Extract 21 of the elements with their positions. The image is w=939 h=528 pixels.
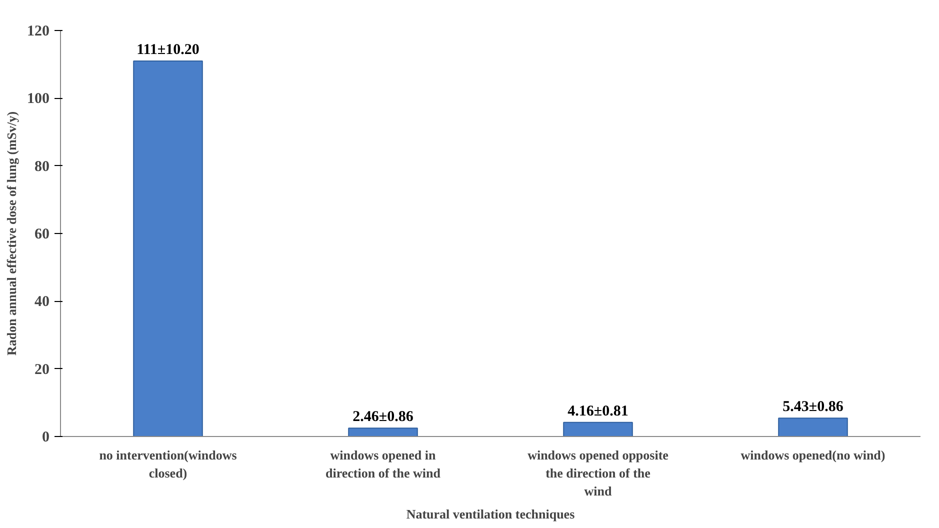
data-label: 5.43±0.86 [782, 399, 844, 416]
x-axis-title: Natural ventilation techniques [406, 506, 575, 522]
bar [778, 418, 848, 436]
y-tick-label: 40 [34, 294, 50, 310]
y-tick-label: 80 [34, 158, 50, 175]
data-label: 111±10.20 [136, 42, 200, 58]
x-tick-label: windows opened opposite the direction of the wind [528, 448, 669, 498]
y-tick-label: 20 [34, 362, 50, 378]
y-tick-label: 120 [27, 24, 50, 40]
x-tick-label: windows opened(no wind) [740, 448, 886, 462]
data-label: 2.46±0.86 [352, 409, 414, 426]
data-label: 4.16±0.81 [568, 403, 628, 420]
x-tick-label: windows opened in direction of the wind [326, 448, 442, 480]
bar [348, 428, 418, 436]
y-tick-label: 0 [42, 430, 50, 446]
bar [563, 422, 633, 436]
y-tick-label: 60 [34, 226, 50, 242]
x-tick-label: no intervention(windows closed) [99, 448, 237, 480]
bar [133, 60, 203, 436]
y-axis-title: Radon annual effective dose of lung (mSv/y) [4, 111, 19, 356]
y-tick-label: 100 [27, 91, 50, 108]
